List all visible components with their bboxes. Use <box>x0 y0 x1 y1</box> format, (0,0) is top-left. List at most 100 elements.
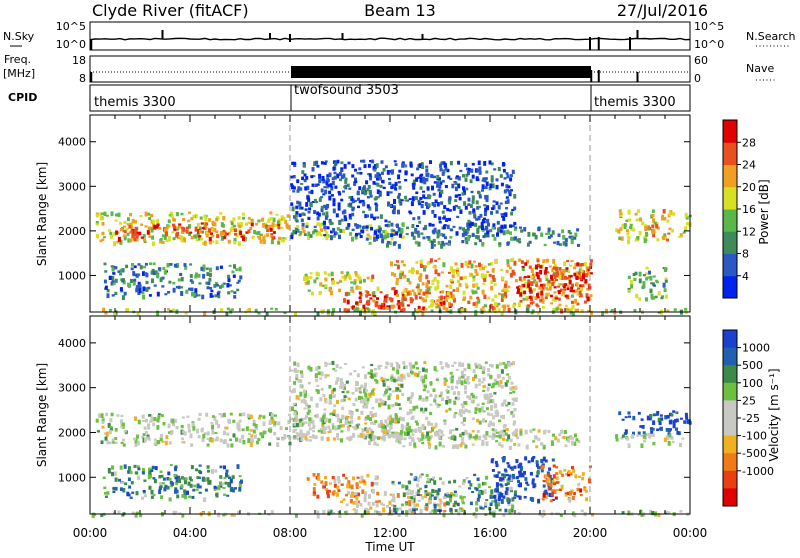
power-cells-cell <box>313 279 317 284</box>
velocity-cells-cell <box>398 416 402 421</box>
velocity-cells-cell <box>410 428 414 433</box>
velocity-cells-cell <box>411 489 415 495</box>
power-cells-cell <box>481 229 485 232</box>
power-cells-cell <box>414 229 418 234</box>
power-cells-cell <box>437 188 441 192</box>
velocity-cells-cell <box>461 501 465 505</box>
velocity-cells-cell <box>439 391 443 397</box>
velocity-cells-cell <box>384 429 388 433</box>
velocity-cells-cell <box>223 430 226 436</box>
velocity-cells-cell <box>192 488 196 492</box>
velocity-cells-cell <box>292 389 295 392</box>
velocity-cells-cell <box>671 440 675 444</box>
power-cells-cell <box>500 182 504 187</box>
velocity-cells-cell <box>377 436 380 440</box>
power-cells-cell <box>331 177 335 181</box>
velocity-cells-cell <box>568 497 572 503</box>
power-cells-cell <box>493 283 497 286</box>
power-cells-cell <box>398 169 402 173</box>
power-cells-cell <box>523 290 527 295</box>
velocity-cells-cell <box>295 432 299 435</box>
power-cells-cell <box>581 284 585 288</box>
power-colorbar-label-20: 20 <box>742 181 756 194</box>
power-cells-cell <box>501 215 504 218</box>
power-cells-cell <box>574 308 578 312</box>
velocity-cells-cell <box>150 495 154 499</box>
power-cells-cell <box>462 298 466 301</box>
power-cells-cell <box>361 189 365 195</box>
velocity-cells-cell <box>160 433 163 439</box>
velocity-cells-cell <box>327 489 331 493</box>
power-cells-cell <box>420 204 424 209</box>
power-cells-cell <box>441 210 445 214</box>
velocity-colorbar-label-4: -25 <box>742 412 760 425</box>
velocity-cells-cell <box>667 441 671 446</box>
velocity-cells-cell <box>134 471 138 474</box>
velocity-cells-cell <box>345 417 348 421</box>
power-cells-cell <box>329 183 333 188</box>
velocity-cells-cell <box>370 481 374 487</box>
power-cells-cell <box>414 227 418 231</box>
velocity-cells-cell <box>347 397 351 401</box>
power-cells-cell <box>464 228 468 232</box>
power-cells-cell <box>179 272 183 276</box>
velocity-cells-cell <box>153 416 157 422</box>
velocity-cells-cell <box>501 376 505 380</box>
velocity-cells-cell <box>299 423 302 428</box>
power-cells-cell <box>500 268 504 272</box>
power-cells-cell <box>525 307 529 313</box>
power-cells-cell <box>626 229 629 232</box>
velocity-cells-cell <box>370 421 374 425</box>
power-cells-cell <box>500 224 504 228</box>
power-cells-cell <box>116 240 120 244</box>
velocity-cells-cell <box>143 437 147 443</box>
power-cells-cell <box>134 220 137 224</box>
velocity-colorbar-label-1: 500 <box>742 359 763 372</box>
power-cells-cell <box>520 279 524 282</box>
velocity-cells-cell <box>581 472 585 476</box>
velocity-cells-cell <box>424 374 428 379</box>
power-cells-cell <box>666 219 670 223</box>
power-cells-cell <box>340 271 344 275</box>
velocity-cells-cell <box>273 421 277 426</box>
power-cells-cell <box>436 284 440 290</box>
velocity-cells-cell <box>190 465 194 470</box>
power-cells-cell <box>558 275 562 280</box>
power-cells-cell <box>159 277 163 283</box>
velocity-cells-cell <box>171 418 175 424</box>
velocity-cells-cell <box>309 367 313 372</box>
velocity-cells-cell <box>446 389 450 394</box>
velocity-cells-cell <box>168 497 172 502</box>
power-cells-cell <box>589 259 593 263</box>
power-cells-cell <box>346 271 350 277</box>
velocity-cells-cell <box>312 424 316 428</box>
velocity-cells-cell <box>461 432 465 436</box>
velocity-cells-cell <box>120 441 124 444</box>
velocity-cells-cell <box>414 420 418 423</box>
power-cells-cell <box>311 291 314 296</box>
velocity-cells-cell <box>114 437 118 441</box>
power-cells-cell <box>231 270 235 274</box>
velocity-cells-cell <box>148 414 152 417</box>
power-cells-cell <box>418 277 422 282</box>
velocity-cells-cell <box>454 396 458 400</box>
velocity-cells-cell <box>365 401 369 405</box>
velocity-cells-cell <box>111 438 115 443</box>
velocity-cells-cell <box>392 497 396 503</box>
power-cells-cell <box>135 237 139 242</box>
x-tick-labels: 00:00 04:00 08:00 12:00 16:00 20:00 00:00 <box>73 526 708 540</box>
power-cells-cell <box>484 265 488 268</box>
power-cells-cell <box>449 291 453 296</box>
velocity-cells-cell <box>513 420 516 424</box>
velocity-cells-cell <box>496 483 499 486</box>
power-cells-cell <box>417 305 421 310</box>
power-cells-cell <box>347 203 351 208</box>
velocity-cells-cell <box>502 400 506 405</box>
velocity-cells-cell <box>175 479 179 483</box>
velocity-cells-cell <box>158 475 162 479</box>
power-cells-cell <box>96 234 99 239</box>
power-cells-cell <box>372 181 376 185</box>
velocity-cells-cell <box>493 474 497 478</box>
power-cells-cell <box>520 229 524 233</box>
power-cells-cell <box>440 243 444 249</box>
